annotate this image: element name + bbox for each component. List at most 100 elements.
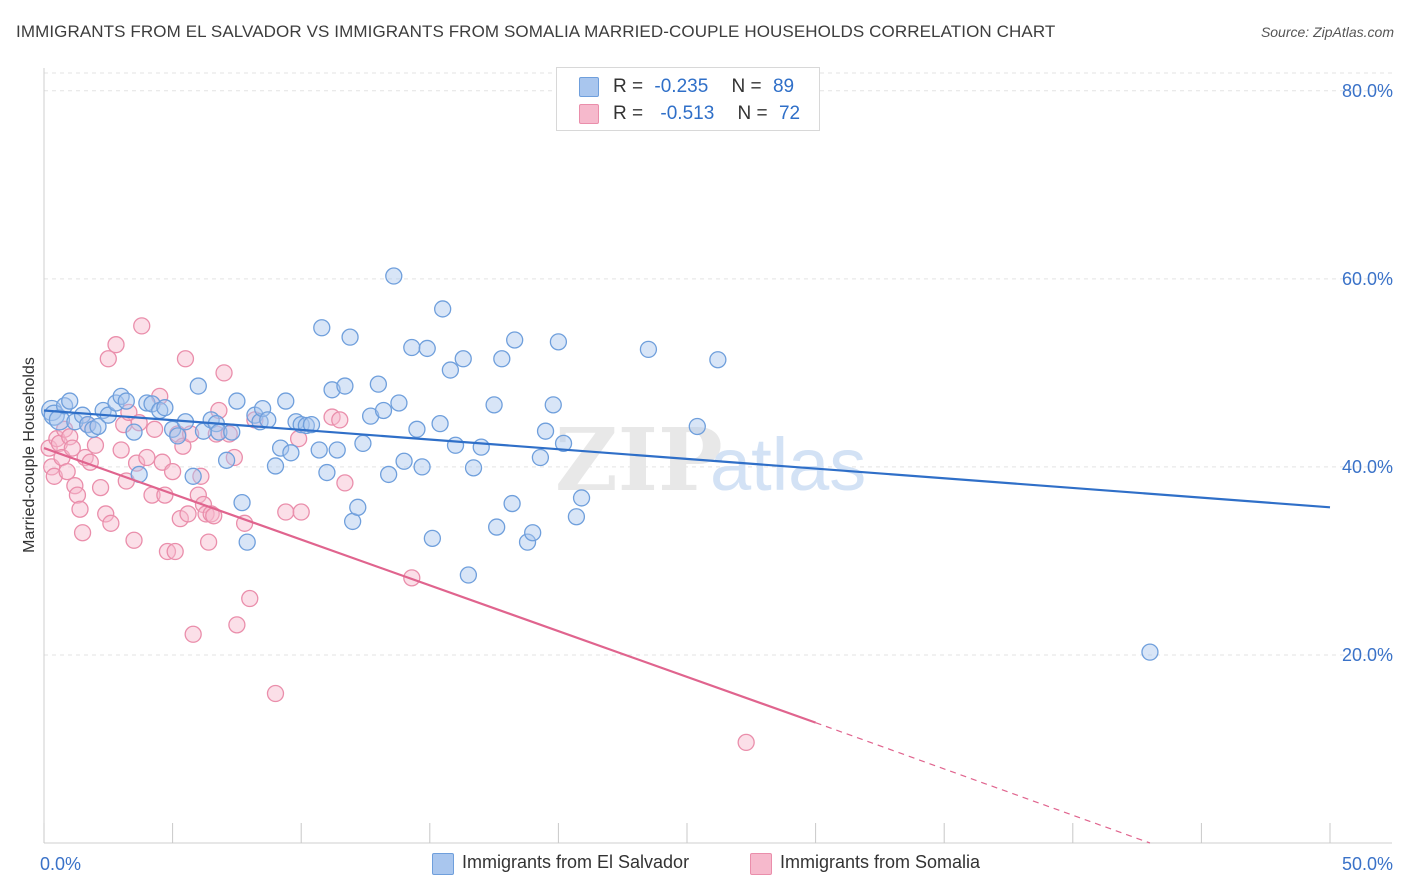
series-swatch-pink <box>750 853 772 875</box>
pink-point <box>336 474 354 492</box>
blue-point <box>89 417 107 436</box>
blue-point <box>217 451 236 469</box>
pink-point <box>45 467 63 485</box>
blue-point <box>518 533 537 551</box>
x-tick-label: 0.0% <box>40 854 81 874</box>
blue-point <box>446 436 465 454</box>
source-credit: Source: ZipAtlas.com <box>1260 24 1394 40</box>
blue-point <box>459 566 478 584</box>
blue-point <box>323 381 341 399</box>
blue-point <box>408 420 426 438</box>
y-tick-label: 20.0% <box>1342 645 1393 665</box>
pink-point <box>99 350 117 368</box>
pink-point <box>91 478 110 497</box>
legend-r-value: -0.235 <box>654 76 709 97</box>
pink-point <box>58 462 76 481</box>
blue-point <box>189 377 207 395</box>
blue-point <box>259 411 277 429</box>
pink-point <box>125 531 143 549</box>
pink-point <box>292 503 310 521</box>
pink-point <box>241 589 259 608</box>
blue-point <box>328 441 346 459</box>
legend-n-label: N = <box>737 103 768 124</box>
pink-point <box>73 524 92 542</box>
legend-n-value: 89 <box>772 76 795 97</box>
blue-point <box>423 529 442 548</box>
pink-point <box>228 616 246 634</box>
blue-point <box>403 338 421 357</box>
blue-point <box>156 399 174 417</box>
pink-point <box>179 505 197 523</box>
blue-point <box>395 452 413 470</box>
blue-point <box>228 392 246 410</box>
blue-point <box>567 508 586 526</box>
somalia-trend-line <box>43 447 816 724</box>
pink-point <box>166 542 184 561</box>
legend-swatch-blue <box>579 77 599 97</box>
blue-point <box>84 420 102 438</box>
blue-point <box>554 434 573 453</box>
blue-point <box>48 409 71 431</box>
blue-point <box>184 467 202 485</box>
blue-point <box>549 333 568 351</box>
blue-point <box>374 401 393 420</box>
pink-point <box>68 486 87 504</box>
blue-point <box>233 493 251 512</box>
pink-point <box>71 500 89 518</box>
blue-point <box>266 457 285 475</box>
blue-point <box>454 350 472 368</box>
legend-swatch-pink <box>579 104 599 124</box>
pink-point <box>277 503 295 521</box>
pink-point <box>184 625 202 643</box>
legend-n-label: N = <box>731 76 762 97</box>
blue-point <box>639 340 658 359</box>
pink-point <box>266 684 285 703</box>
blue-point <box>544 396 562 414</box>
blue-point <box>464 459 483 477</box>
blue-point <box>277 392 295 410</box>
pink-point <box>176 350 195 368</box>
blue-point <box>434 300 452 318</box>
blue-point <box>282 444 300 462</box>
blue-point <box>223 423 241 441</box>
blue-point <box>503 494 521 513</box>
tick-labels: 20.0% 40.0% 60.0% 80.0% 0.0% 50.0% <box>40 81 1393 874</box>
blue-point <box>379 465 398 484</box>
blue-point <box>310 441 328 459</box>
blue-point <box>472 438 490 456</box>
blue-point <box>125 423 143 441</box>
trend-lines <box>43 409 1331 844</box>
blue-point <box>318 463 336 482</box>
pink-point <box>199 533 218 551</box>
blue-point <box>354 434 372 453</box>
blue-point <box>688 417 706 436</box>
series-name: Immigrants from El Salvador <box>462 852 690 872</box>
legend-r-value: -0.513 <box>660 103 715 124</box>
blue-point <box>61 392 79 410</box>
blue-point <box>169 427 187 445</box>
blue-point <box>418 339 436 358</box>
blue-point <box>313 319 331 337</box>
blue-point <box>302 415 321 434</box>
pink-point <box>107 336 125 354</box>
blue-point <box>138 394 156 412</box>
blue-point <box>336 377 354 395</box>
chart-title: IMMIGRANTS FROM EL SALVADOR VS IMMIGRANT… <box>16 22 1056 41</box>
blue-point <box>536 422 555 440</box>
pink-point <box>737 733 755 752</box>
y-tick-label: 60.0% <box>1342 269 1393 289</box>
blue-point <box>369 375 388 393</box>
blue-point <box>431 415 449 433</box>
pink-point <box>102 514 120 532</box>
blue-point <box>441 361 460 379</box>
pink-point <box>63 439 81 457</box>
legend-n-value: 72 <box>778 103 801 124</box>
blue-point <box>493 350 511 368</box>
blue-point <box>271 439 290 457</box>
blue-point <box>117 392 135 410</box>
watermark-atlas: atlas <box>710 423 866 506</box>
pink-point <box>112 441 130 459</box>
pink-point <box>331 411 349 429</box>
y-axis-label: Married-couple Households <box>21 357 38 553</box>
